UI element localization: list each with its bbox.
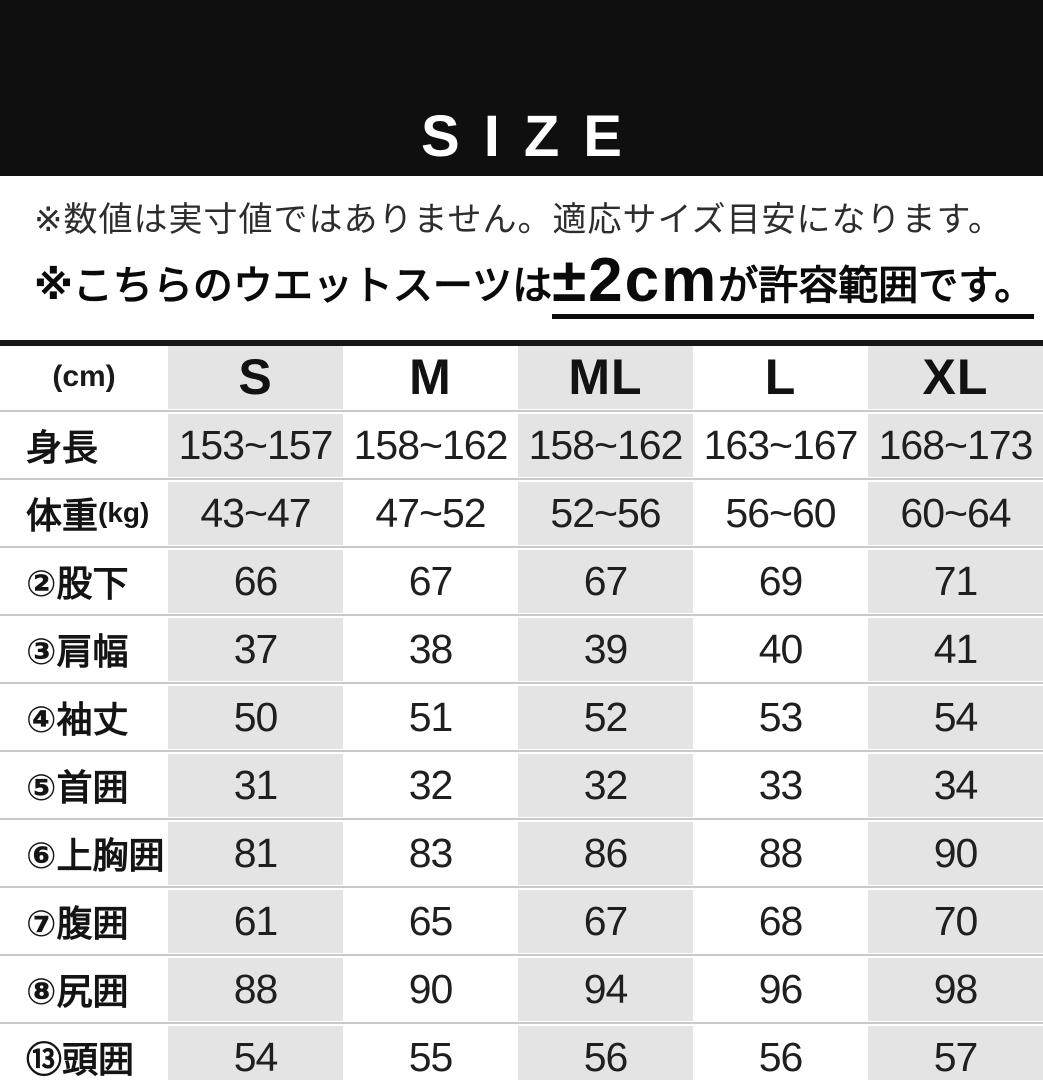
cell: 66 — [168, 549, 343, 613]
cell: 90 — [343, 957, 518, 1021]
row-label: ⑬頭囲 — [0, 1025, 168, 1080]
cell: 67 — [343, 549, 518, 613]
page-title: SIZE — [421, 104, 646, 169]
table-row-waist: ⑦腹囲 61 65 67 68 70 — [0, 889, 1043, 953]
cell: 96 — [693, 957, 868, 1021]
cell: 67 — [518, 549, 693, 613]
cell: 83 — [343, 821, 518, 885]
size-banner: SIZE — [0, 0, 1043, 176]
column-header-s: S — [168, 345, 343, 409]
cell: 56~60 — [693, 481, 868, 545]
row-separator — [0, 816, 1043, 822]
row-separator — [0, 884, 1043, 890]
column-header-m: M — [343, 345, 518, 409]
row-separator — [0, 1020, 1043, 1026]
cell: 71 — [868, 549, 1043, 613]
cell: 61 — [168, 889, 343, 953]
cell: 153~157 — [168, 413, 343, 477]
cell: 32 — [343, 753, 518, 817]
row-separator — [0, 680, 1043, 686]
column-header-ml: ML — [518, 345, 693, 409]
cell: 47~52 — [343, 481, 518, 545]
note-measurement-disclaimer: ※数値は実寸値ではありません。適応サイズ目安になります。 — [34, 201, 1004, 239]
cell: 98 — [868, 957, 1043, 1021]
cell: 88 — [693, 821, 868, 885]
table-row-sleeve-length: ④袖丈 50 51 52 53 54 — [0, 685, 1043, 749]
row-label: ③肩幅 — [0, 617, 168, 681]
cell: 56 — [518, 1025, 693, 1080]
cell: 33 — [693, 753, 868, 817]
row-label: 体重 (kg) — [0, 481, 168, 545]
row-label: 身長 — [0, 413, 168, 477]
cell: 86 — [518, 821, 693, 885]
column-header-xl: XL — [868, 345, 1043, 409]
cell: 56 — [693, 1025, 868, 1080]
notes-section: ※数値は実寸値ではありません。適応サイズ目安になります。 ※こちらのウエットスー… — [0, 176, 1043, 319]
column-header-l: L — [693, 345, 868, 409]
table-row-weight: 体重 (kg) 43~47 47~52 52~56 56~60 60~64 — [0, 481, 1043, 545]
row-label: ②股下 — [0, 549, 168, 613]
unit-label: (cm) — [0, 345, 168, 409]
row-label: ⑤首囲 — [0, 753, 168, 817]
cell: 158~162 — [518, 413, 693, 477]
cell: 52~56 — [518, 481, 693, 545]
note-tolerance-underlined: ±2cmが許容範囲です。 — [552, 249, 1035, 319]
table-row-shoulder-width: ③肩幅 37 38 39 40 41 — [0, 617, 1043, 681]
size-table: (cm) S M ML L XL 身長 153~157 158~162 158~… — [0, 339, 1043, 1080]
cell: 69 — [693, 549, 868, 613]
cell: 34 — [868, 753, 1043, 817]
table-row-upper-chest: ⑥上胸囲 81 83 86 88 90 — [0, 821, 1043, 885]
cell: 57 — [868, 1025, 1043, 1080]
note-tolerance: ※こちらのウエットスーツは±2cmが許容範囲です。 — [34, 249, 1043, 319]
cell: 39 — [518, 617, 693, 681]
cell: 32 — [518, 753, 693, 817]
cell: 65 — [343, 889, 518, 953]
row-separator — [0, 476, 1043, 482]
table-row-hip: ⑧尻囲 88 90 94 96 98 — [0, 957, 1043, 1021]
cell: 51 — [343, 685, 518, 749]
cell: 94 — [518, 957, 693, 1021]
row-separator — [0, 748, 1043, 754]
row-label: ⑧尻囲 — [0, 957, 168, 1021]
cell: 52 — [518, 685, 693, 749]
cell: 43~47 — [168, 481, 343, 545]
table-row-head: ⑬頭囲 54 55 56 56 57 — [0, 1025, 1043, 1080]
cell: 54 — [868, 685, 1043, 749]
row-separator — [0, 952, 1043, 958]
cell: 37 — [168, 617, 343, 681]
cell: 67 — [518, 889, 693, 953]
cell: 88 — [168, 957, 343, 1021]
note-tolerance-suffix: が許容範囲です。 — [718, 263, 1035, 308]
cell: 158~162 — [343, 413, 518, 477]
cell: 68 — [693, 889, 868, 953]
cell: 31 — [168, 753, 343, 817]
row-label: ⑦腹囲 — [0, 889, 168, 953]
cell: 81 — [168, 821, 343, 885]
row-label: ④袖丈 — [0, 685, 168, 749]
cell: 40 — [693, 617, 868, 681]
note-tolerance-value: ±2cm — [552, 245, 719, 315]
cell: 55 — [343, 1025, 518, 1080]
cell: 53 — [693, 685, 868, 749]
cell: 163~167 — [693, 413, 868, 477]
row-separator — [0, 612, 1043, 618]
row-separator — [0, 408, 1043, 414]
cell: 70 — [868, 889, 1043, 953]
row-label: ⑥上胸囲 — [0, 821, 168, 885]
table-header-row: (cm) S M ML L XL — [0, 345, 1043, 409]
table-row-height: 身長 153~157 158~162 158~162 163~167 168~1… — [0, 413, 1043, 477]
cell: 60~64 — [868, 481, 1043, 545]
cell: 168~173 — [868, 413, 1043, 477]
cell: 38 — [343, 617, 518, 681]
cell: 90 — [868, 821, 1043, 885]
note-tolerance-prefix: ※こちらのウエットスーツは — [34, 263, 553, 308]
table-row-inseam: ②股下 66 67 67 69 71 — [0, 549, 1043, 613]
cell: 41 — [868, 617, 1043, 681]
cell: 50 — [168, 685, 343, 749]
row-separator — [0, 544, 1043, 550]
table-row-neck: ⑤首囲 31 32 32 33 34 — [0, 753, 1043, 817]
cell: 54 — [168, 1025, 343, 1080]
